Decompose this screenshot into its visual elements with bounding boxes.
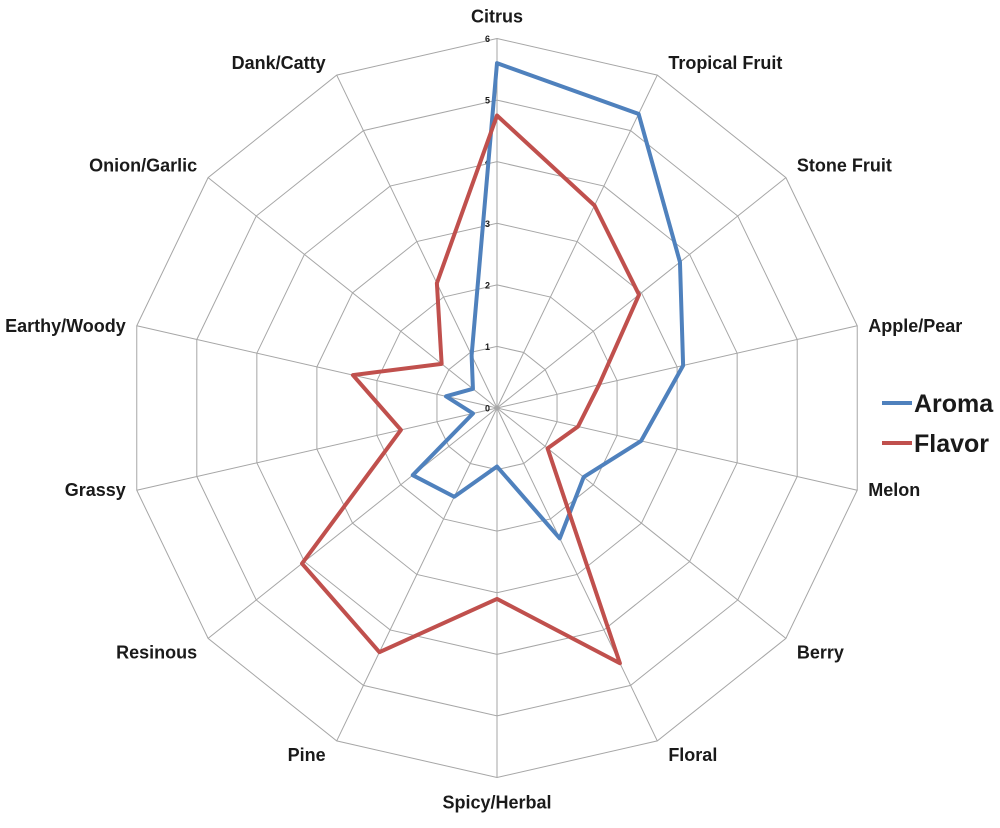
- series-line-flavor: [300, 113, 642, 666]
- axis-spoke-melon: [496, 407, 858, 491]
- legend-label-aroma: Aroma: [914, 390, 994, 418]
- legend-entry-aroma: Aroma: [882, 390, 994, 418]
- category-label-resinous: Resinous: [116, 642, 197, 662]
- tick-label-5: 5: [485, 96, 490, 106]
- axis-spoke-onion-garlic: [207, 177, 498, 409]
- tick-label-3: 3: [485, 219, 490, 229]
- category-label-pine: Pine: [288, 745, 326, 765]
- legend: Aroma Flavor: [882, 390, 994, 458]
- category-label-onion-garlic: Onion/Garlic: [89, 156, 197, 176]
- category-label-spicy-herbal: Spicy/Herbal: [442, 793, 551, 813]
- axis-spoke-grassy: [136, 407, 498, 491]
- series-line-aroma: [410, 61, 686, 541]
- axis-spoke-resinous: [207, 407, 498, 639]
- category-label-floral: Floral: [668, 745, 717, 765]
- axis-spokes: [136, 38, 858, 778]
- axis-spoke-tropical-fruit: [496, 74, 658, 409]
- category-label-apple-pear: Apple/Pear: [868, 316, 962, 336]
- category-label-stone-fruit: Stone Fruit: [797, 156, 892, 176]
- category-label-citrus: Citrus: [471, 7, 523, 27]
- legend-entry-flavor: Flavor: [882, 430, 989, 458]
- category-labels: Citrus Tropical Fruit Stone Fruit Apple/Pea…: [5, 7, 962, 813]
- axis-spoke-stone-fruit: [496, 177, 787, 409]
- category-label-tropical-fruit: Tropical Fruit: [668, 53, 782, 73]
- category-label-dank-catty: Dank/Catty: [232, 53, 326, 73]
- axis-spoke-pine: [336, 407, 498, 742]
- tick-label-6: 6: [485, 34, 490, 44]
- axis-spoke-earthy-woody: [136, 325, 498, 409]
- category-label-earthy-woody: Earthy/Woody: [5, 316, 126, 336]
- tick-label-2: 2: [485, 280, 490, 290]
- category-label-berry: Berry: [797, 642, 844, 662]
- axis-spoke-berry: [496, 407, 787, 639]
- tick-label-0: 0: [485, 404, 490, 414]
- legend-label-flavor: Flavor: [914, 430, 989, 458]
- category-label-grassy: Grassy: [65, 480, 126, 500]
- category-label-melon: Melon: [868, 480, 920, 500]
- axis-spoke-apple-pear: [496, 325, 858, 409]
- tick-label-1: 1: [485, 342, 490, 352]
- axis-spoke-floral: [496, 407, 658, 742]
